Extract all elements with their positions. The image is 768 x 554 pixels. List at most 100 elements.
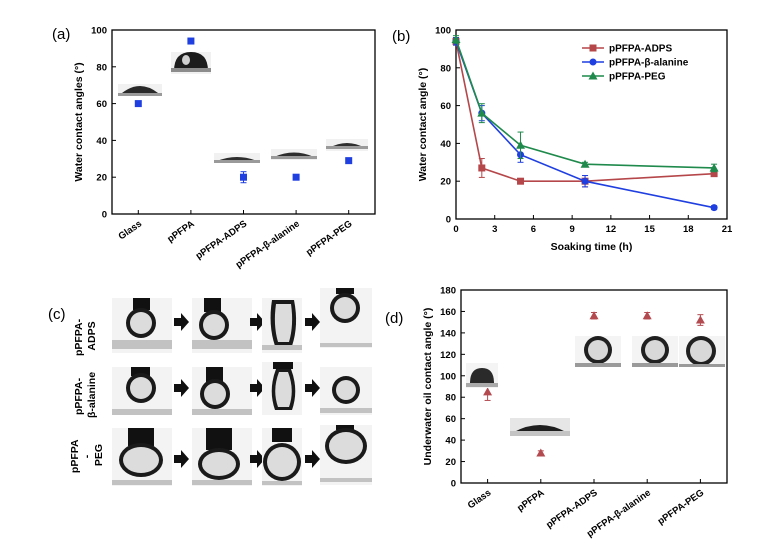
chart-d-point-0 xyxy=(483,387,493,396)
chart-b-series-1-legend-label: pPFPA-β-alanine xyxy=(609,58,689,69)
chart-b-series-2-point-2 xyxy=(516,140,526,149)
chart-a-xtick-label-4: pPFPA-PEG xyxy=(304,218,354,258)
chart-d-xtick-label-1: pPFPA xyxy=(515,487,546,514)
chart-a-ytick-label-0: 0 xyxy=(102,210,107,221)
chart-b-series-1-legend-marker xyxy=(589,58,597,66)
row3-arrow3-icon xyxy=(305,450,320,468)
row1-arrow2-icon xyxy=(250,313,265,331)
chart-d-ytick-label-160: 160 xyxy=(440,307,456,318)
row-label-adps-line2: ADPS xyxy=(86,321,98,350)
chart-b-xlabel: Soaking time (h) xyxy=(551,241,633,253)
row-label-peg-line3: PEG xyxy=(93,444,105,466)
chart-a-ylabel: Water contact angles (°) xyxy=(73,62,85,181)
chart-b-xtick-label-18: 18 xyxy=(683,224,694,235)
panel-label-a: (a) xyxy=(52,26,70,43)
chart-d-ytick-label-40: 40 xyxy=(445,436,456,447)
chart-d-point-3 xyxy=(642,311,652,320)
chart-a-point-0 xyxy=(134,100,142,108)
row2-frame3 xyxy=(262,362,302,415)
row1-frame1 xyxy=(112,298,172,353)
chart-d-ytick-label-80: 80 xyxy=(445,393,456,404)
row3-frame4 xyxy=(320,425,372,485)
chart-d-ytick-label-60: 60 xyxy=(445,414,456,425)
row2-frame1 xyxy=(112,367,172,415)
row3-frame3 xyxy=(262,428,302,486)
row-label-adps-line1: pPFPA- xyxy=(73,318,85,356)
chart-d-ytick-label-140: 140 xyxy=(440,328,456,339)
chart-d-point-1 xyxy=(536,448,546,457)
chart-b-xtick-label-21: 21 xyxy=(722,224,733,235)
chart-b-series-0-point-1 xyxy=(478,164,486,172)
chart-d-ytick-label-20: 20 xyxy=(445,457,456,468)
chart-b-series-1-point-3 xyxy=(581,177,589,185)
chart-a-ytick-label-40: 40 xyxy=(96,136,107,147)
chart-b-xtick-label-9: 9 xyxy=(569,224,574,235)
chart-b-soaking-time: 0 20 40 60 80 100 0 3 6 9 12 15 18 21 Soaking time (h)… xyxy=(417,26,733,254)
row3-arrow2-icon xyxy=(250,450,265,468)
oil-droplet-adps-photo xyxy=(575,336,621,367)
chart-b-series-1-point-4 xyxy=(710,204,718,212)
chart-d-xtick-label-4: pPFPA-PEG xyxy=(656,487,706,527)
droplet-balanine-photo xyxy=(271,149,317,160)
droplet-photos-d xyxy=(466,336,725,436)
chart-d-ylabel: Underwater oil contact angle (°) xyxy=(422,308,434,466)
oil-droplet-balanine-photo xyxy=(632,336,678,367)
chart-d-xtick-label-0: Glass xyxy=(466,487,494,511)
photo-sequence-c: pPFPA- ADPS pPFPA- β-alanine pPFPA - PEG xyxy=(69,288,372,486)
oil-droplet-ppfpa-photo xyxy=(510,418,570,436)
chart-b-series-2-legend-marker xyxy=(588,71,598,80)
row3-arrow1-icon xyxy=(174,450,189,468)
chart-b-series-2-point-1 xyxy=(477,108,487,117)
row-label-peg-line1: pPFPA xyxy=(69,439,81,473)
chart-b-series-0-point-2 xyxy=(517,177,525,185)
row-label-peg: pPFPA - PEG xyxy=(69,437,105,473)
chart-b-xtick-label-15: 15 xyxy=(644,224,655,235)
chart-b-ytick-label-60: 60 xyxy=(440,101,451,112)
chart-a-xtick-label-1: pPFPA xyxy=(165,218,196,245)
row-label-balanine: pPFPA- β-alanine xyxy=(73,372,98,418)
chart-a-xtick-label-0: Glass xyxy=(117,218,145,242)
panel-label-d: (d) xyxy=(385,310,403,327)
chart-d-ytick-label-0: 0 xyxy=(451,479,456,490)
chart-b-series-0-legend-marker xyxy=(589,44,597,52)
chart-b-series-2-point-0 xyxy=(451,34,461,43)
chart-d-ytick-label-120: 120 xyxy=(440,350,456,361)
chart-b-series-2-legend-label: pPFPA-PEG xyxy=(609,72,666,83)
chart-a-point-4 xyxy=(345,157,353,165)
chart-d-point-4 xyxy=(695,315,705,324)
row-label-balanine-line2: β-alanine xyxy=(86,372,98,418)
row1-frame2 xyxy=(192,298,252,353)
chart-b-ytick-label-0: 0 xyxy=(446,215,451,226)
row2-arrow3-icon xyxy=(305,379,320,397)
row2-frame4 xyxy=(320,367,372,415)
row-label-peg-line2: - xyxy=(81,454,93,458)
chart-b-series-0-legend-label: pPFPA-ADPS xyxy=(609,44,672,55)
chart-b-plot-frame xyxy=(455,29,728,220)
chart-a-point-1 xyxy=(187,37,195,45)
chart-a-point-3 xyxy=(292,173,300,181)
row1-arrow1-icon xyxy=(174,313,189,331)
row1-arrow3-icon xyxy=(305,313,320,331)
chart-b-xtick-label-3: 3 xyxy=(492,224,497,235)
row1-frame3 xyxy=(262,298,302,353)
chart-b-series-2-point-3 xyxy=(580,159,590,168)
chart-b-xtick-label-6: 6 xyxy=(531,224,536,235)
chart-a-ytick-label-80: 80 xyxy=(96,62,107,73)
chart-a-point-2 xyxy=(240,173,247,181)
row3-frame1 xyxy=(112,428,172,486)
chart-a-ytick-label-60: 60 xyxy=(96,99,107,110)
row2-arrow2-icon xyxy=(250,379,265,397)
row-label-adps: pPFPA- ADPS xyxy=(73,316,98,356)
panel-label-c: (c) xyxy=(48,306,66,323)
chart-b-ytick-label-40: 40 xyxy=(440,139,451,150)
panel-label-b: (b) xyxy=(392,28,410,45)
chart-a-xtick-label-2: pPFPA-ADPS xyxy=(194,218,249,261)
droplet-photos-a xyxy=(118,52,368,163)
row2-frame2 xyxy=(192,367,252,415)
chart-b-ytick-label-100: 100 xyxy=(435,26,451,37)
chart-b-series-0-point-4 xyxy=(710,170,718,178)
row-label-balanine-line1: pPFPA- xyxy=(73,377,85,415)
droplet-peg-photo xyxy=(326,139,368,151)
